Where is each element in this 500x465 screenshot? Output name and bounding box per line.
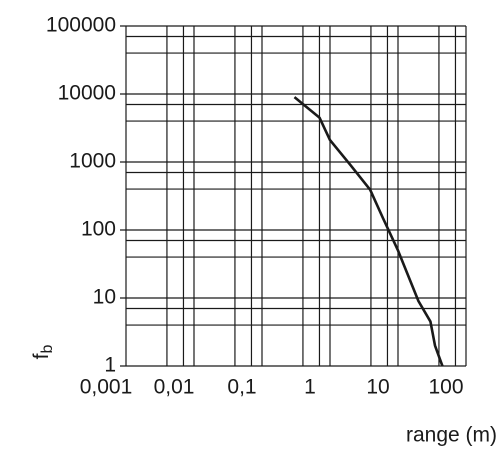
y-tick-label: 100 xyxy=(81,218,116,241)
x-tick-label: 0,01 xyxy=(154,376,195,399)
y-label-base: f xyxy=(30,353,53,359)
y-tick-label: 100000 xyxy=(46,14,116,37)
line-series xyxy=(293,96,444,367)
x-tick-label: 0,1 xyxy=(227,376,256,399)
x-tick-label: 10 xyxy=(366,376,389,399)
x-tick-label: 0,001 xyxy=(80,376,133,399)
y-tick-label: 1 xyxy=(104,354,116,377)
y-tick-label: 10 xyxy=(93,286,116,309)
x-tick-label: 100 xyxy=(428,376,463,399)
y-tick-label: 10000 xyxy=(58,82,116,105)
x-axis-label: range (m) xyxy=(406,424,497,447)
y-tick-label: 1000 xyxy=(69,150,116,173)
y-axis-label: fb xyxy=(30,345,57,360)
x-tick-label: 1 xyxy=(304,376,316,399)
y-label-sub: b xyxy=(39,345,56,354)
